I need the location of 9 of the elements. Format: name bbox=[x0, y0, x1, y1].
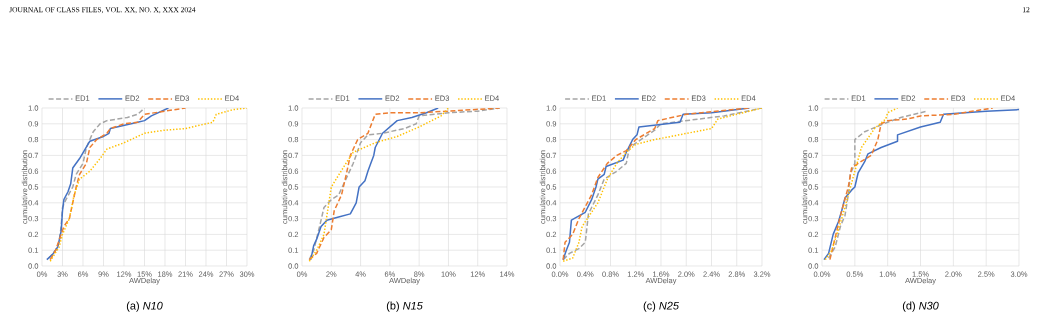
text: (c) N25 bbox=[643, 301, 679, 312]
text: (a) N10 bbox=[126, 301, 163, 312]
line-series bbox=[829, 108, 994, 261]
line-series bbox=[49, 108, 248, 263]
line-series bbox=[308, 108, 501, 261]
text: (b) N15 bbox=[386, 301, 423, 312]
text: (d) N30 bbox=[902, 301, 939, 312]
line-series bbox=[823, 108, 1020, 261]
line-series bbox=[827, 110, 928, 259]
